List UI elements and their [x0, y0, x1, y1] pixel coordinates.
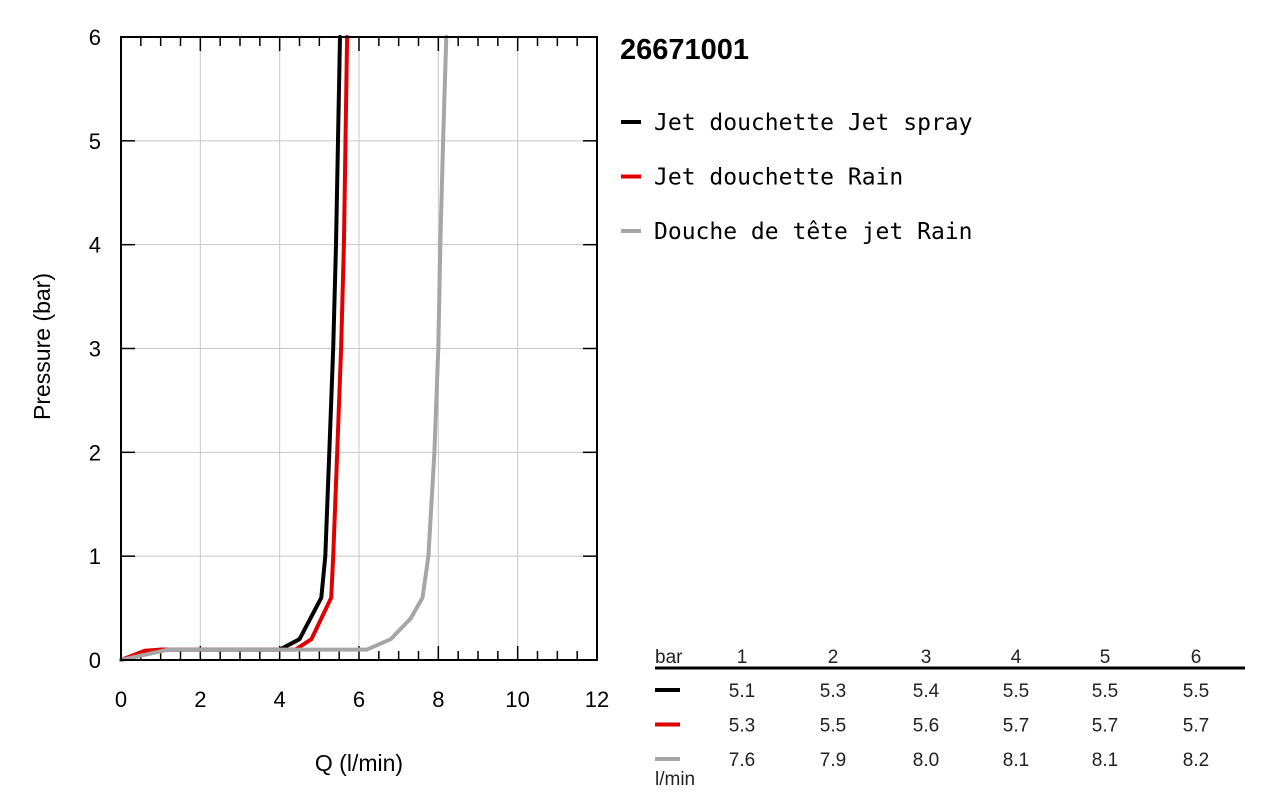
table-header-pressure: 4	[1011, 647, 1022, 668]
table-cell: 8.1	[1003, 750, 1029, 771]
x-tick-label: 4	[274, 687, 286, 712]
table-cell: 5.3	[729, 716, 755, 737]
x-tick-label: 6	[353, 687, 365, 712]
table-header-pressure: 1	[737, 647, 748, 668]
table-cell: 5.5	[1092, 681, 1118, 702]
y-tick-label: 5	[89, 129, 101, 154]
y-tick-label: 6	[89, 25, 101, 50]
y-tick-label: 0	[89, 648, 101, 673]
table-unit-lmin: l/min	[655, 769, 695, 790]
table-cell: 5.6	[913, 716, 939, 737]
legend-entry: Douche de tête jet Rain	[654, 219, 973, 245]
chart-title: 26671001	[620, 34, 749, 66]
y-tick-label: 3	[89, 337, 101, 362]
y-tick-label: 4	[89, 233, 101, 258]
table-cell: 5.7	[1003, 716, 1029, 737]
table-cell: 5.7	[1183, 716, 1209, 737]
x-tick-label: 2	[194, 687, 206, 712]
table-cell: 8.1	[1092, 750, 1118, 771]
flow-table: bar 1 2 3 4 5 6 5.1 5.3 5.4 5.5 5.5 5.5 5.3 5.5 5.6 5.7 5…	[655, 647, 1245, 790]
table-cell: 5.5	[820, 716, 846, 737]
table-header-pressure: 2	[828, 647, 839, 668]
table-cell: 8.2	[1183, 750, 1209, 771]
table-cell: 5.4	[913, 681, 940, 702]
table-cell: 5.5	[1183, 681, 1209, 702]
series-lines	[119, 35, 449, 662]
table-cell: 5.1	[729, 681, 755, 702]
y-tick-label: 2	[89, 440, 101, 465]
table-cell: 5.5	[1003, 681, 1029, 702]
x-tick-label: 0	[115, 687, 127, 712]
legend: Jet douchette Jet spray Jet douchette Rai…	[621, 110, 973, 245]
table-cell: 5.7	[1092, 716, 1118, 737]
series-line-2	[119, 35, 350, 662]
series-line-3	[119, 35, 449, 662]
legend-entry: Jet douchette Jet spray	[654, 110, 973, 136]
legend-entry: Jet douchette Rain	[654, 165, 903, 191]
table-header-pressure: 6	[1191, 647, 1202, 668]
table-cell: 8.0	[913, 750, 939, 771]
y-tick-label: 1	[89, 544, 101, 569]
table-unit-bar: bar	[655, 647, 683, 668]
table-header-pressure: 5	[1100, 647, 1111, 668]
x-tick-label: 12	[585, 687, 609, 712]
y-axis-title: Pressure (bar)	[29, 273, 55, 420]
table-header-pressure: 3	[921, 647, 932, 668]
grid	[121, 37, 597, 660]
table-cell: 7.9	[820, 750, 846, 771]
plot-frame	[120, 36, 598, 661]
x-axis-title: Q (l/min)	[315, 750, 403, 776]
table-cell: 7.6	[729, 750, 755, 771]
x-tick-label: 8	[432, 687, 444, 712]
table-cell: 5.3	[820, 681, 846, 702]
x-tick-label: 10	[505, 687, 529, 712]
